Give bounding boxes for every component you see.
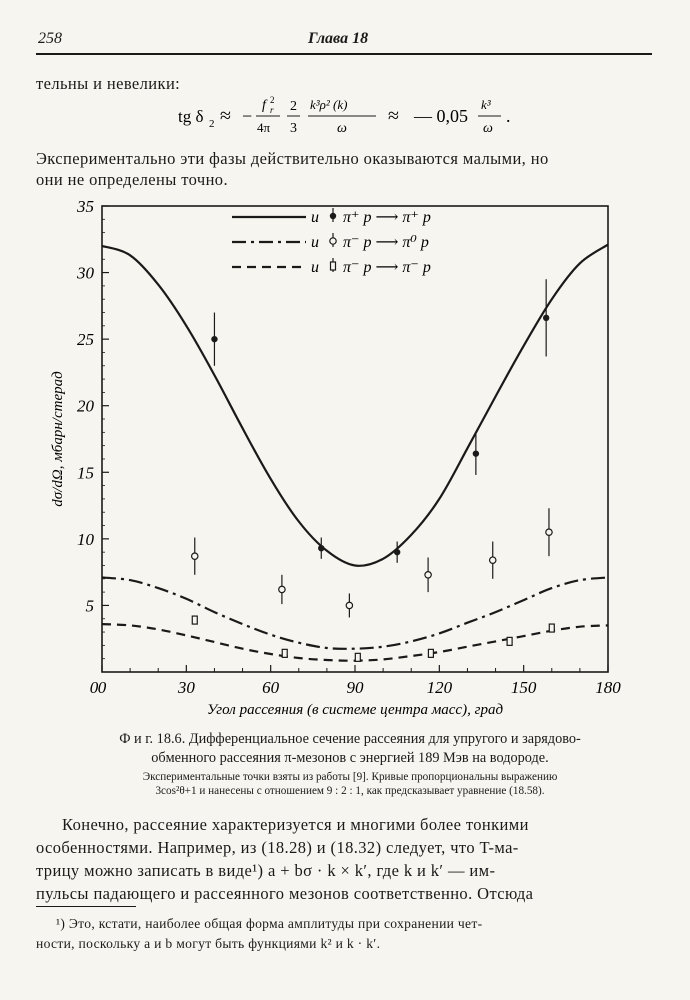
caption-line1: Ф и г. 18.6. Дифференциальное сечение ра…	[119, 731, 581, 747]
legend-u-3: u	[311, 259, 319, 276]
formula-frac2-den: 3	[290, 121, 297, 136]
legend-u-1: u	[311, 209, 319, 226]
figure-caption: Ф и г. 18.6. Дифференциальное сечение ра…	[40, 730, 660, 768]
x-tick-label: 60	[262, 678, 280, 697]
data-point-open-circle	[345, 601, 354, 610]
header-rule	[36, 53, 652, 55]
paragraph-intro: тельны и невелики:	[36, 74, 181, 93]
note-line1: Экспериментальные точки взяты из работы …	[142, 771, 558, 783]
paragraph-line2: они не определены точно.	[36, 170, 228, 189]
y-tick-label: 15	[77, 463, 94, 482]
body-line3: трицу можно записать в виде¹) a + bσ · k…	[36, 861, 496, 880]
formula-minus1: −	[242, 106, 252, 126]
legend-label-3: π⁻ p ⟶ π⁻ p	[343, 259, 431, 276]
formula-end: .	[506, 106, 511, 126]
formula-frac4-den: ω	[483, 121, 493, 136]
chapter-title: Глава 18	[308, 30, 369, 47]
formula-approx2: ≈	[388, 105, 399, 127]
x-axis-label: Угол рассеяния (в системе центра масс), …	[207, 702, 503, 718]
origin-label: 0	[90, 678, 99, 697]
data-point-open-square	[506, 636, 513, 646]
data-point-filled	[211, 335, 218, 343]
formula-frac3-num: k³ρ² (k)	[310, 97, 347, 112]
data-point-open-circle	[424, 571, 432, 579]
legend-u-2: u	[311, 234, 319, 251]
data-point-open-square	[354, 652, 361, 662]
data-point-open-circle	[488, 556, 497, 564]
legend-marker-filled	[329, 212, 337, 220]
formula-frac1-num-sup: 2	[270, 95, 275, 105]
formula-frac1-num-sub: r	[270, 105, 274, 115]
y-tick-label: 35	[76, 197, 94, 216]
body-line4: пульсы падающего и рассеянного мезонов с…	[36, 884, 534, 903]
y-tick-label: 10	[77, 530, 95, 549]
data-point-filled	[318, 544, 325, 552]
formula-lhs: tg δ	[178, 107, 203, 126]
x-tick-label: 30	[177, 678, 196, 697]
legend-label-2: π⁻ p ⟶ π⁰ p	[343, 234, 429, 251]
formula: tg δ 2 ≈ − f 2 r 4π 2 3 k³ρ² (k) ω ≈ — 0…	[178, 95, 511, 136]
y-tick-label: 20	[77, 397, 95, 416]
data-point-open-square	[548, 623, 555, 633]
formula-approx1: ≈	[220, 105, 231, 127]
note-line2: 3cos²θ+1 и нанесены с отношением 9 : 2 :…	[155, 785, 545, 797]
formula-lhs-sub: 2	[209, 118, 215, 130]
formula-frac2-num: 2	[290, 99, 297, 114]
x-tick-label: 90	[347, 678, 365, 697]
body-line1: Конечно, рассеяние характеризуется и мно…	[62, 815, 529, 834]
series-curve-2	[101, 576, 609, 650]
footnote-rule	[36, 906, 136, 907]
formula-frac1-den: 4π	[257, 120, 271, 135]
formula-frac1-num: f	[262, 98, 268, 113]
data-point-open-circle	[545, 528, 553, 537]
page-number: 258	[38, 30, 62, 47]
data-point-filled	[393, 548, 401, 556]
body-line2: особенностями. Например, из (18.28) и (1…	[36, 838, 519, 857]
x-tick-label: 0	[98, 678, 107, 697]
y-tick-label: 5	[86, 596, 95, 615]
cross-section-chart: 0 30 60 90 120 150 180 5 10 15 20 25 30 35 0 Угол рассе…	[50, 197, 621, 718]
y-tick-label: 30	[76, 264, 95, 283]
x-tick-label: 180	[595, 678, 621, 697]
caption-line2: обменного рассеяния π-мезонов с энергией…	[151, 750, 549, 766]
legend-marker-open-circle	[329, 237, 337, 245]
figure-note: Экспериментальные точки взяты из работы …	[40, 770, 660, 798]
x-tick-label: 120	[427, 678, 453, 697]
data-point-filled	[542, 314, 550, 322]
data-point-open-circle	[278, 585, 286, 594]
data-point-filled	[472, 450, 480, 457]
data-point-open-square	[281, 648, 288, 658]
formula-frac3-den: ω	[337, 121, 347, 136]
formula-rhs-coef: — 0,05	[413, 106, 468, 126]
legend-marker-open-square	[329, 261, 337, 271]
series-curve-1	[101, 243, 609, 567]
data-point-open-square	[191, 615, 198, 625]
data-point-open-circle	[190, 552, 199, 560]
x-tick-label: 150	[511, 678, 537, 697]
footnote-line1: ¹) Это, кстати, наиболее общая форма амп…	[56, 916, 483, 931]
y-axis-label: dσ/dΩ, мбарн/стерад	[50, 371, 66, 507]
y-tick-label: 25	[77, 330, 94, 349]
legend-label-1: π⁺ p ⟶ π⁺ p	[343, 209, 431, 226]
data-point-open-square	[427, 648, 434, 658]
formula-frac4-num: k³	[481, 97, 492, 112]
footnote-line2: ности, поскольку a и b могут быть функци…	[36, 936, 381, 951]
paragraph-line1: Экспериментально эти фазы действительно …	[36, 149, 549, 168]
